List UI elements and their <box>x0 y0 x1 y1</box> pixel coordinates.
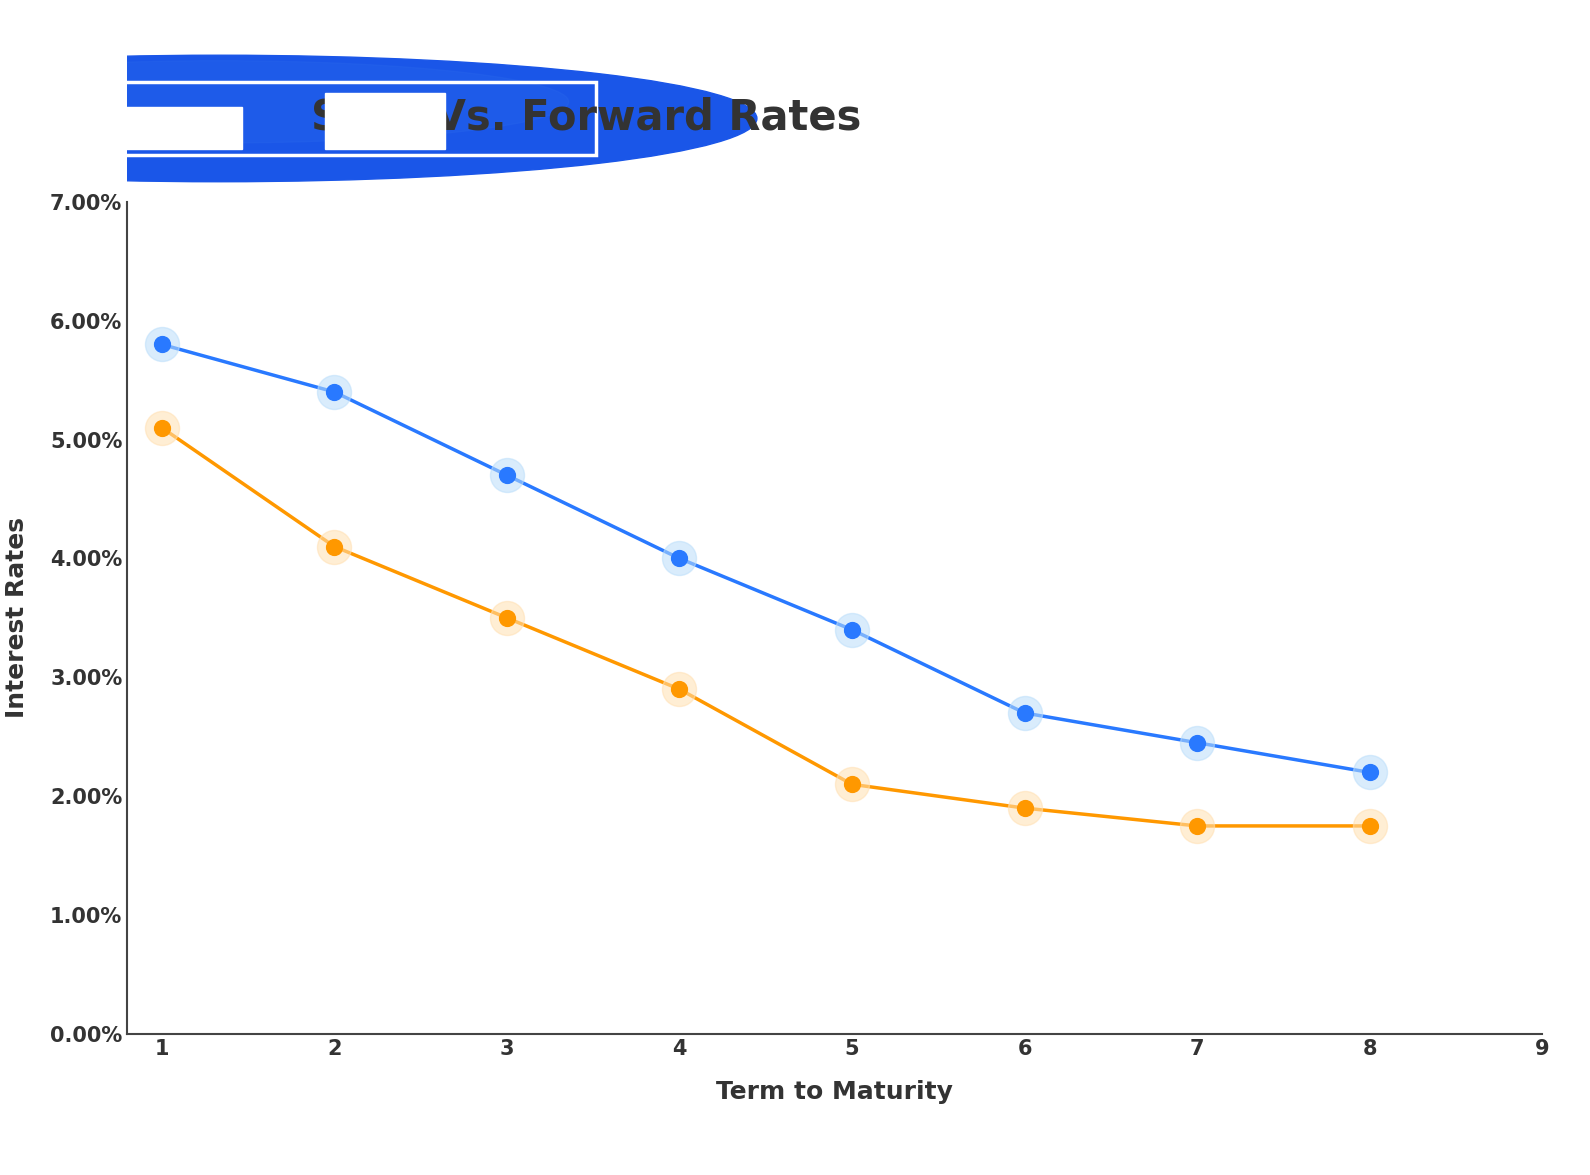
Point <box>321 383 347 402</box>
Point <box>321 383 347 402</box>
Point <box>1011 799 1037 818</box>
Circle shape <box>0 55 757 182</box>
Text: Spot Vs. Forward Rates: Spot Vs. Forward Rates <box>312 98 862 140</box>
Point <box>666 549 692 568</box>
Bar <box>0 82 596 155</box>
Point <box>149 418 175 437</box>
Point <box>494 465 520 484</box>
X-axis label: Term to Maturity: Term to Maturity <box>717 1080 952 1103</box>
Point <box>1185 733 1210 752</box>
Point <box>1356 817 1382 835</box>
Point <box>666 680 692 699</box>
Point <box>1356 763 1382 781</box>
Point <box>840 620 865 639</box>
Legend: Spot Rate (%), Forward Rate (%): Spot Rate (%), Forward Rate (%) <box>561 1168 1108 1175</box>
Point <box>1011 704 1037 723</box>
Point <box>1185 817 1210 835</box>
Bar <box>324 93 445 149</box>
Point <box>666 549 692 568</box>
Point <box>840 776 865 794</box>
Point <box>494 609 520 627</box>
Bar <box>121 107 242 149</box>
Point <box>149 418 175 437</box>
Point <box>1356 763 1382 781</box>
Y-axis label: Interest Rates: Interest Rates <box>5 517 29 718</box>
Point <box>1185 817 1210 835</box>
Point <box>321 537 347 556</box>
Point <box>149 335 175 354</box>
Point <box>149 335 175 354</box>
Point <box>1185 733 1210 752</box>
Point <box>494 465 520 484</box>
Point <box>1011 704 1037 723</box>
Point <box>840 776 865 794</box>
Bar <box>0 122 38 149</box>
Point <box>494 609 520 627</box>
Point <box>1011 799 1037 818</box>
Point <box>840 620 865 639</box>
Circle shape <box>0 61 569 143</box>
Point <box>666 680 692 699</box>
Point <box>1356 817 1382 835</box>
Point <box>321 537 347 556</box>
